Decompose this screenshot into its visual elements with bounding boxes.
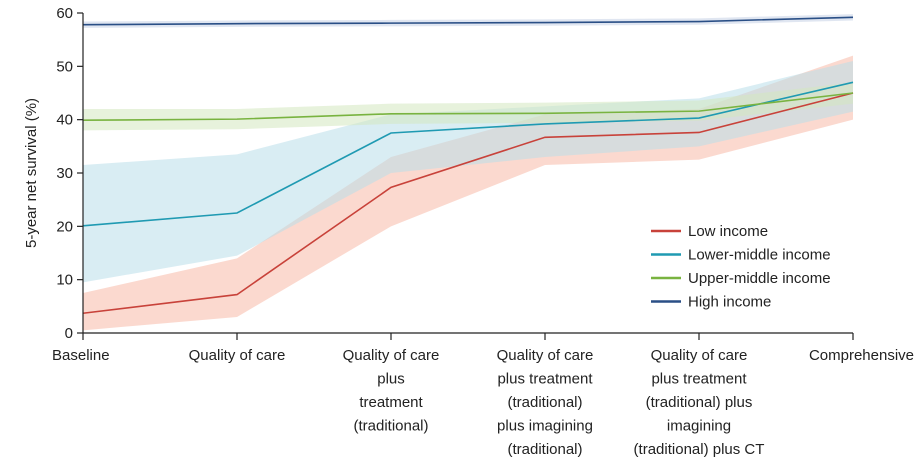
x-tick-label: Baseline <box>52 347 110 364</box>
y-tick-label: 20 <box>56 218 73 235</box>
x-tick-label-line: Quality of care <box>189 347 286 364</box>
x-tick-label-line: Comprehensive <box>809 347 914 364</box>
x-tick-label-line: plus <box>377 371 405 388</box>
x-tick-label-line: plus treatment <box>497 371 593 388</box>
line-upper-middle-income <box>82 92 854 121</box>
band-high-income <box>83 14 853 28</box>
x-tick-label-line: (traditional) <box>507 394 582 411</box>
y-tick-label: 40 <box>56 112 73 129</box>
x-tick-label-line: (traditional) <box>353 418 428 435</box>
y-tick-label: 30 <box>56 165 73 182</box>
x-tick-label: Quality of care plus treatment (traditional… <box>343 347 440 435</box>
legend-label: Upper-middle income <box>688 270 831 287</box>
y-axis-label: 5-year net survival (%) <box>23 98 40 248</box>
x-tick-label-line: (traditional) <box>507 441 582 458</box>
line-high-income <box>82 16 854 26</box>
x-tick-label-line: Quality of care <box>651 347 748 364</box>
line-low-income <box>82 92 854 315</box>
x-tick-label: Quality of care <box>189 347 286 364</box>
legend-label: Low income <box>688 223 768 240</box>
x-tick-label-line: Quality of care <box>497 347 594 364</box>
legend-label: High income <box>688 294 771 311</box>
y-tick-label: 60 <box>56 5 73 22</box>
x-tick-label-line: plus treatment <box>651 371 747 388</box>
y-tick-label: 50 <box>56 58 73 75</box>
y-tick-label: 10 <box>56 272 73 289</box>
legend-label: Lower-middle income <box>688 247 831 264</box>
x-tick-label-line: (traditional) plus CT <box>634 441 765 458</box>
x-tick-label-line: plus imagining <box>497 418 593 435</box>
y-tick-label: 0 <box>65 325 73 342</box>
x-tick-label-line: treatment <box>359 394 423 411</box>
series-lines <box>82 16 854 315</box>
x-tick-label: Quality of care plus treatment (traditiona… <box>634 347 765 458</box>
x-tick-label-line: imagining <box>667 418 731 435</box>
x-tick-label-line: (traditional) plus <box>646 394 753 411</box>
line-lower-middle-income <box>82 81 854 227</box>
x-tick-label: Comprehensive <box>809 347 914 364</box>
x-tick-label: Quality of care plus treatment (traditiona… <box>497 347 594 458</box>
legend: Low income Lower-middle income Upper-middl… <box>651 223 831 311</box>
x-tick-label-line: Baseline <box>52 347 110 364</box>
x-tick-label-line: Quality of care <box>343 347 440 364</box>
